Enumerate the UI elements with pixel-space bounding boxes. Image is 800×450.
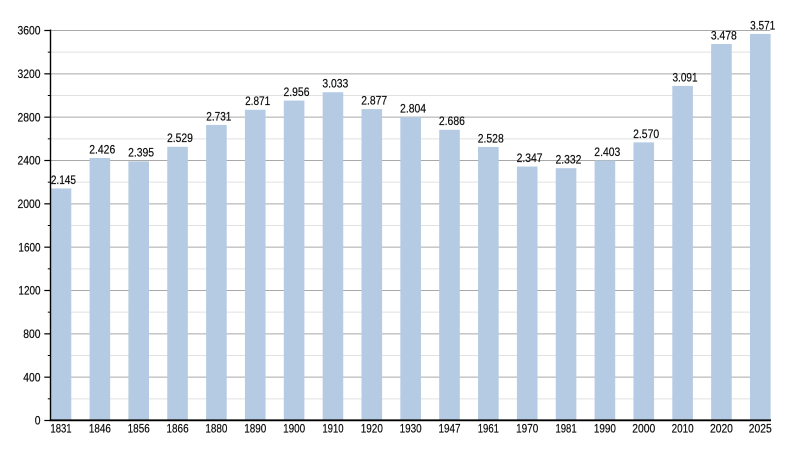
svg-text:1920: 1920: [361, 423, 383, 436]
svg-text:2.570: 2.570: [633, 128, 659, 141]
svg-text:2020: 2020: [710, 423, 733, 436]
svg-text:1200: 1200: [18, 285, 40, 298]
svg-text:1600: 1600: [18, 242, 40, 255]
svg-text:1990: 1990: [594, 423, 616, 436]
svg-text:2000: 2000: [632, 423, 655, 436]
svg-text:3200: 3200: [18, 68, 41, 81]
svg-text:1856: 1856: [128, 423, 150, 436]
svg-text:2.529: 2.529: [167, 133, 193, 146]
svg-text:2.426: 2.426: [89, 144, 115, 157]
svg-text:3600: 3600: [18, 25, 41, 38]
svg-text:2.804: 2.804: [400, 103, 426, 116]
svg-text:2.403: 2.403: [594, 146, 620, 159]
svg-text:3.091: 3.091: [672, 72, 697, 85]
svg-text:1947: 1947: [438, 423, 460, 436]
svg-text:2010: 2010: [672, 423, 694, 436]
svg-text:2.877: 2.877: [361, 95, 387, 108]
svg-text:2.686: 2.686: [439, 116, 465, 129]
svg-text:3.033: 3.033: [322, 78, 348, 91]
svg-text:2.395: 2.395: [128, 147, 154, 160]
svg-text:2.528: 2.528: [478, 133, 504, 146]
svg-text:400: 400: [23, 372, 40, 385]
svg-text:2.145: 2.145: [51, 174, 76, 187]
svg-text:0: 0: [35, 415, 41, 428]
svg-text:2.347: 2.347: [517, 152, 543, 165]
svg-text:2025: 2025: [749, 423, 772, 436]
svg-text:1880: 1880: [205, 423, 227, 436]
svg-text:2000: 2000: [18, 198, 41, 211]
svg-text:1831: 1831: [50, 422, 71, 435]
svg-text:2.332: 2.332: [555, 154, 581, 167]
svg-text:1890: 1890: [244, 423, 266, 436]
svg-text:2.731: 2.731: [206, 111, 231, 124]
svg-text:2.871: 2.871: [245, 95, 270, 108]
svg-text:1910: 1910: [322, 422, 343, 435]
svg-text:1846: 1846: [89, 423, 111, 436]
svg-text:3.478: 3.478: [711, 30, 737, 43]
svg-text:1970: 1970: [516, 423, 538, 436]
svg-text:1961: 1961: [478, 422, 499, 435]
svg-text:1930: 1930: [400, 423, 422, 436]
svg-text:800: 800: [23, 328, 40, 341]
svg-text:3.571: 3.571: [750, 20, 775, 33]
svg-text:1981: 1981: [555, 422, 576, 435]
svg-text:2800: 2800: [18, 112, 41, 125]
svg-text:2.956: 2.956: [284, 86, 310, 99]
svg-text:1900: 1900: [283, 423, 305, 436]
svg-text:2400: 2400: [18, 155, 41, 168]
svg-text:1866: 1866: [167, 423, 189, 436]
